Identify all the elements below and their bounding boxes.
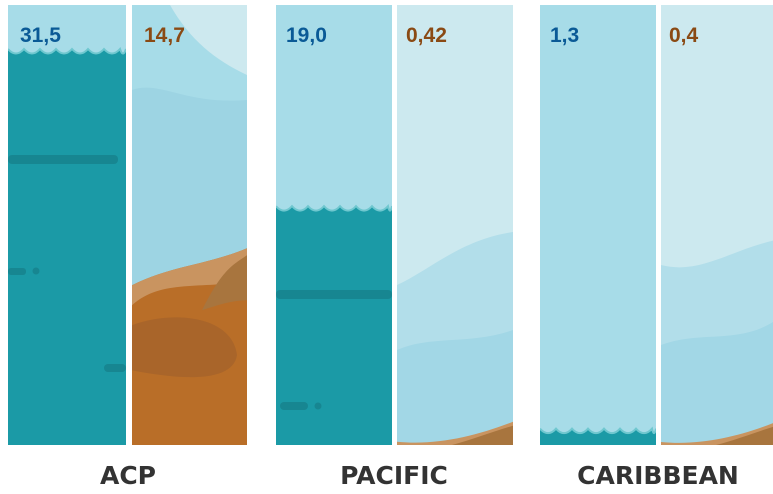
- category-label-pacific: PACIFIC: [340, 461, 448, 490]
- panel-water-pacific: [276, 5, 392, 445]
- value-label-acp-water: 31,5: [20, 24, 61, 47]
- panel-water-caribbean: [540, 5, 656, 445]
- dune-layer-1: [202, 255, 247, 311]
- dune-shadow: [716, 426, 773, 445]
- value-label-acp-land: 14,7: [144, 24, 185, 47]
- dune-layer-2: [132, 317, 237, 378]
- water-crest-caribbean: [540, 426, 656, 435]
- value-label-caribbean-land: 0,4: [669, 24, 699, 47]
- category-label-acp: ACP: [100, 461, 156, 490]
- value-label-caribbean-water: 1,3: [550, 24, 579, 47]
- water-bar-pacific: [276, 206, 392, 445]
- water-bar-acp: [8, 49, 126, 445]
- value-label-pacific-water: 19,0: [286, 24, 327, 47]
- dune-shadow: [452, 425, 513, 445]
- dune-layer-0: [132, 248, 247, 306]
- water-bar-caribbean: [540, 428, 656, 445]
- value-label-pacific-land: 0,42: [406, 24, 447, 47]
- water-crest-pacific: [276, 204, 392, 212]
- category-label-caribbean: CARIBBEAN: [577, 461, 739, 490]
- panel-land-acp: [132, 5, 247, 445]
- panel-land-caribbean: [661, 5, 773, 445]
- panel-water-acp: [8, 5, 126, 445]
- sky-background: [540, 5, 656, 445]
- panel-land-pacific: [397, 5, 513, 445]
- water-crest-acp: [8, 47, 126, 55]
